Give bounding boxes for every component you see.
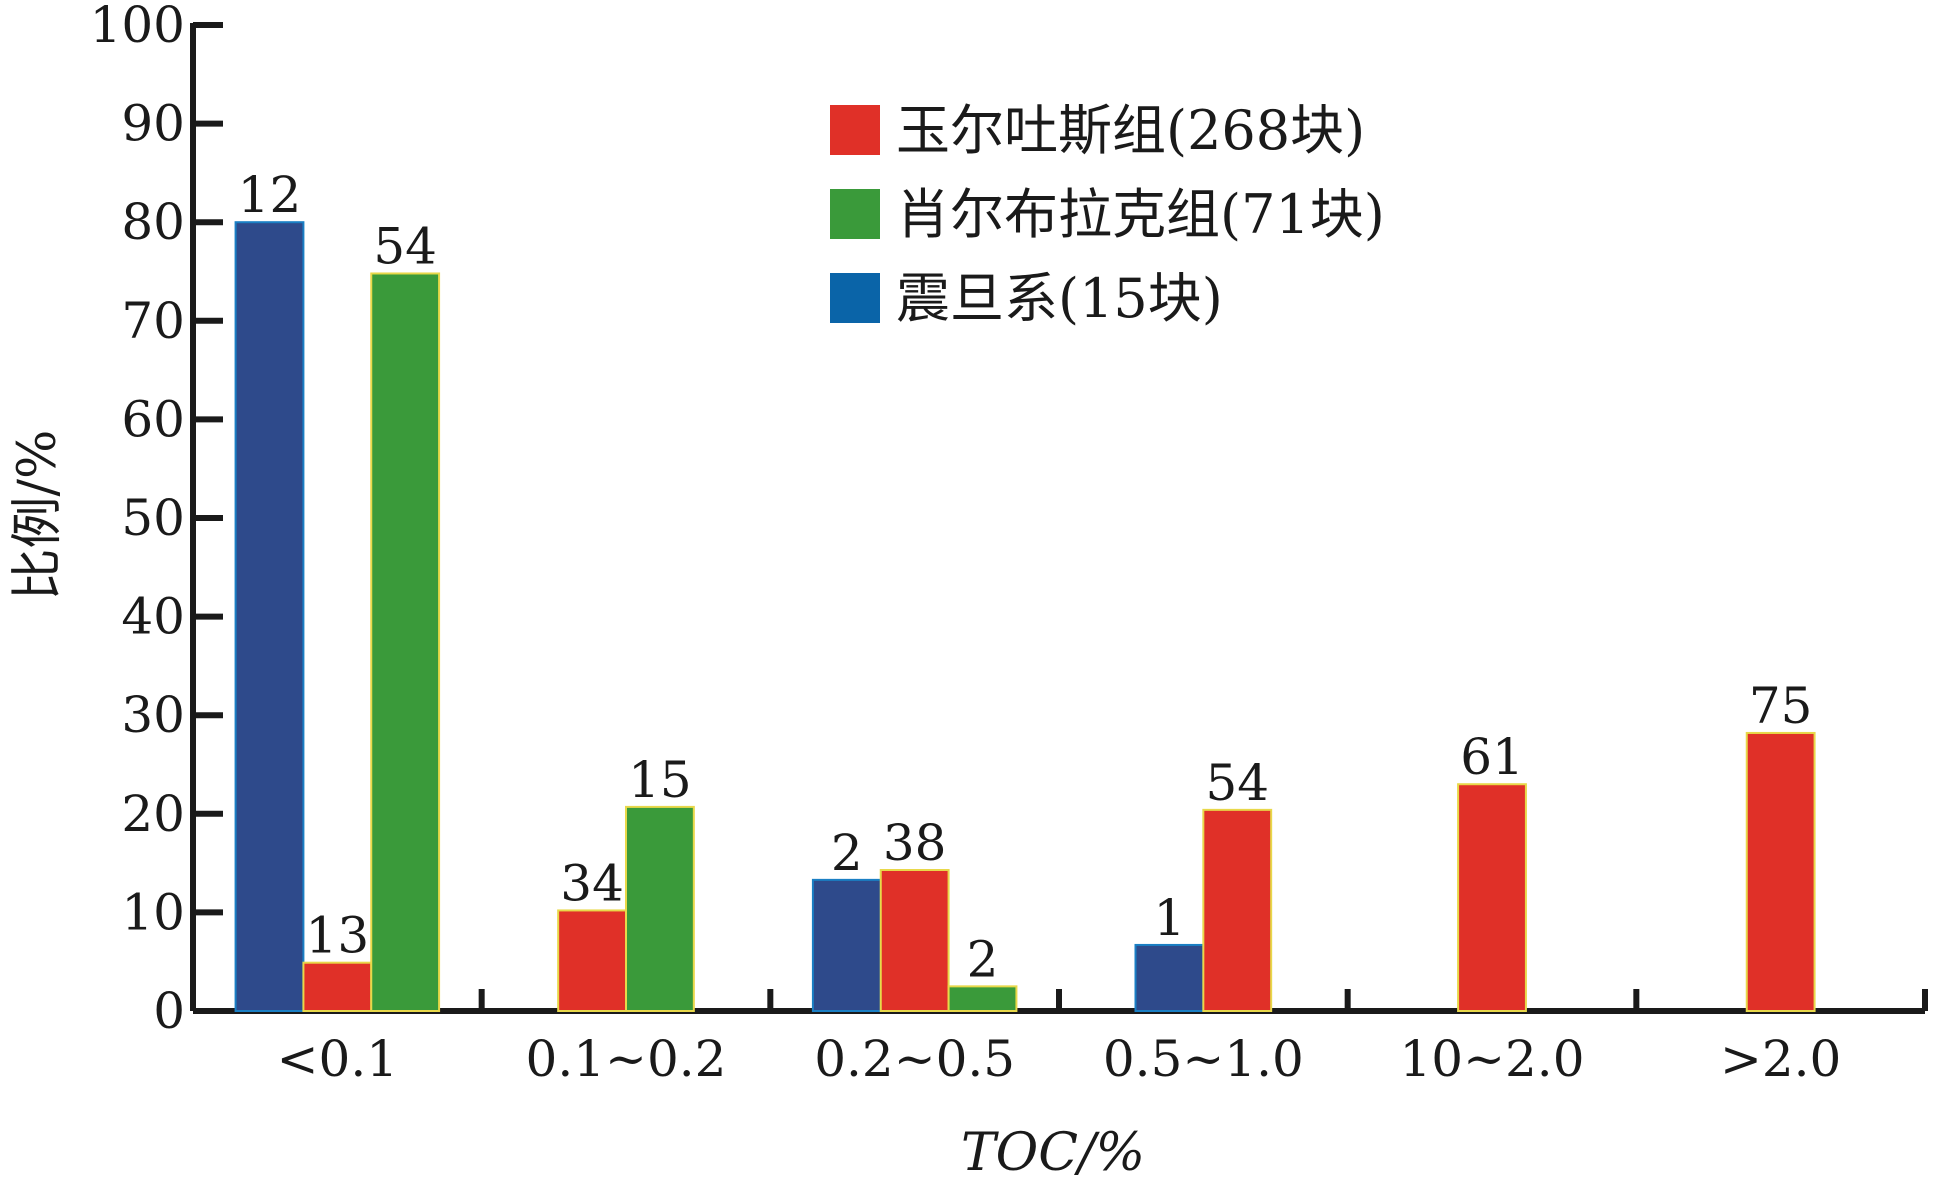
data-label: 1 <box>1154 889 1186 947</box>
bars <box>234 221 1816 1013</box>
bar <box>1202 808 1273 1013</box>
y-tick-label: 40 <box>121 588 185 646</box>
bar <box>1134 943 1205 1012</box>
bar <box>1457 783 1527 1012</box>
x-tick-label: 0.2~0.5 <box>814 1030 1015 1088</box>
data-label: 38 <box>883 814 947 872</box>
legend-swatch <box>830 189 880 239</box>
bar <box>557 909 627 1012</box>
legend-label: 肖尔布拉克组(71块) <box>896 183 1385 246</box>
x-axis: <0.1 0.1~0.2 0.2~0.5 0.5~1.0 10~2.0 >2.0 <box>193 989 1928 1088</box>
y-tick-label: 0 <box>153 982 185 1040</box>
y-tick-label: 60 <box>121 390 185 448</box>
bar <box>370 272 441 1012</box>
bar <box>879 869 950 1013</box>
bar <box>625 805 695 1013</box>
x-tick-label: <0.1 <box>277 1030 398 1088</box>
y-axis-title: 比例/% <box>8 430 68 601</box>
data-label: 61 <box>1460 728 1524 786</box>
x-axis-title: TOC/% <box>961 1123 1145 1181</box>
legend-swatch <box>830 273 880 323</box>
x-tick-label: 10~2.0 <box>1399 1030 1584 1088</box>
y-tick-label: 50 <box>121 489 185 547</box>
bar <box>947 985 1018 1012</box>
y-tick-label: 100 <box>90 0 185 54</box>
y-tick-label: 70 <box>121 292 185 350</box>
data-label: 54 <box>373 217 437 275</box>
data-label: 15 <box>628 751 692 809</box>
data-label: 13 <box>306 907 370 965</box>
legend-label: 震旦系(15块) <box>896 267 1223 330</box>
y-tick-label: 30 <box>121 686 185 744</box>
y-axis: 0 10 20 30 40 50 60 70 80 90 100 <box>90 0 223 1040</box>
legend-label: 玉尔吐斯组(268块) <box>896 99 1365 162</box>
bar <box>811 878 882 1012</box>
bar <box>302 961 373 1012</box>
data-label: 34 <box>560 854 624 912</box>
x-tick-label: 0.1~0.2 <box>526 1030 727 1088</box>
data-label: 75 <box>1749 677 1813 735</box>
data-label: 12 <box>238 166 302 224</box>
legend: 玉尔吐斯组(268块) 肖尔布拉克组(71块) 震旦系(15块) <box>830 99 1385 330</box>
y-tick-label: 90 <box>121 95 185 153</box>
bar <box>234 221 305 1012</box>
x-tick-label: 0.5~1.0 <box>1103 1030 1304 1088</box>
y-tick-label: 20 <box>121 785 185 843</box>
data-label: 2 <box>967 930 999 988</box>
y-tick-label: 80 <box>121 193 185 251</box>
data-label: 2 <box>831 824 863 882</box>
legend-swatch <box>830 105 880 155</box>
y-tick-label: 10 <box>121 883 185 941</box>
bar <box>1745 731 1816 1012</box>
x-tick-label: >2.0 <box>1720 1030 1841 1088</box>
data-label: 54 <box>1205 754 1269 812</box>
